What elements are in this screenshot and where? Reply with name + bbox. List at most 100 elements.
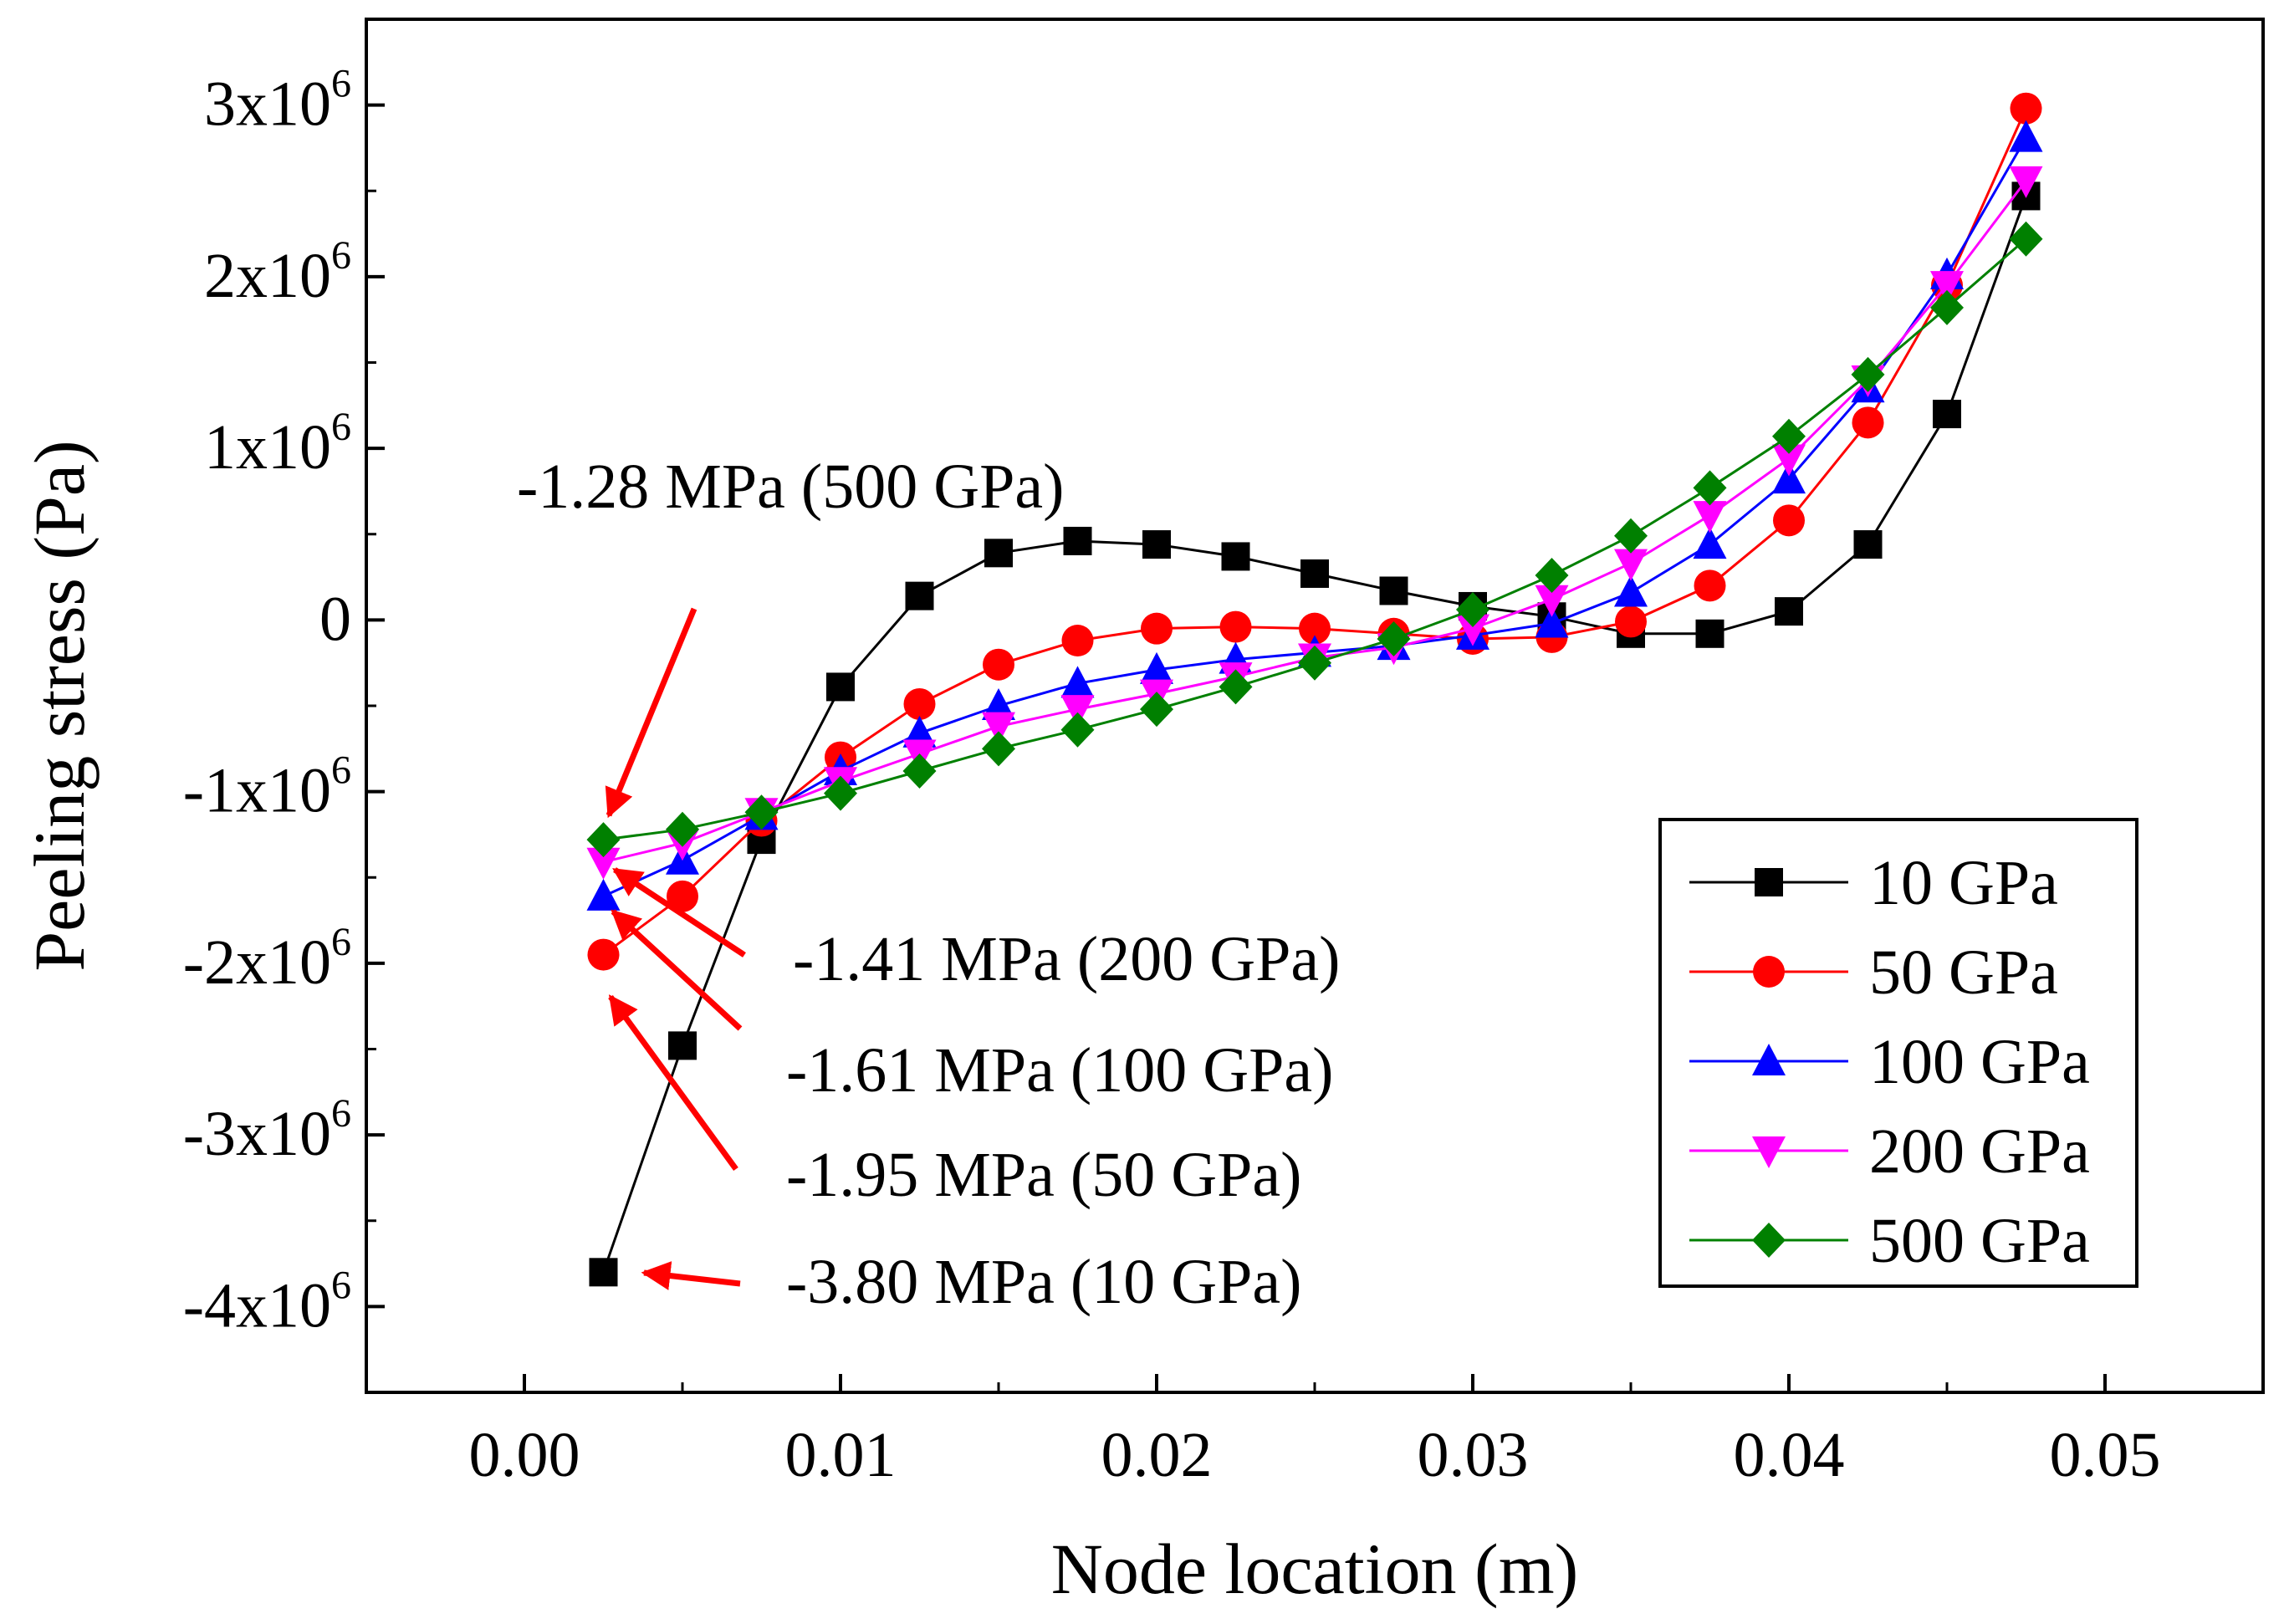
legend-entry: 100 GPa — [1689, 1027, 2090, 1097]
data-point — [982, 712, 1015, 744]
legend: 10 GPa 50 GPa 100 GPa 200 GPa 500 GPa — [1658, 818, 2138, 1288]
data-point — [667, 880, 698, 912]
annotation-10gpa: -3.80 MPa (10 GPa) — [786, 1247, 1301, 1317]
data-point — [1221, 542, 1250, 571]
legend-label: 200 GPa — [1869, 1116, 2090, 1187]
data-point — [2010, 92, 2042, 125]
legend-marker — [1752, 1223, 1786, 1258]
data-point — [1060, 695, 1095, 728]
data-point — [1300, 559, 1329, 588]
data-point — [586, 822, 621, 858]
data-point — [2009, 120, 2043, 152]
data-point — [1379, 576, 1408, 605]
data-point — [824, 775, 857, 811]
data-point — [1694, 569, 1726, 602]
data-point — [905, 581, 934, 610]
annotation-50gpa: -1.95 MPa (50 GPa) — [786, 1140, 1301, 1210]
legend-entry: 50 GPa — [1689, 937, 2058, 1008]
data-point — [902, 753, 937, 789]
data-point — [2009, 166, 2043, 198]
data-point — [903, 687, 936, 720]
annotation-arrow-200gpa — [612, 867, 746, 958]
data-point — [1614, 518, 1648, 554]
y-tick-label: -1x106 — [183, 748, 351, 826]
data-point — [1614, 575, 1648, 607]
data-point — [1535, 605, 1569, 638]
data-point — [1772, 444, 1806, 477]
data-point — [1535, 558, 1569, 594]
legend-label: 100 GPa — [1869, 1027, 2090, 1097]
x-tick-label: 0.02 — [1101, 1420, 1213, 1490]
x-tick-label: 0.03 — [1418, 1420, 1529, 1490]
annotation-200gpa: -1.41 MPa (200 GPa) — [793, 924, 1340, 994]
annotation-arrow-500gpa — [605, 607, 697, 819]
legend-entry: 200 GPa — [1689, 1116, 2090, 1187]
y-tick-label: 0 — [319, 584, 351, 654]
data-point — [586, 847, 621, 880]
legend-marker — [1752, 1136, 1786, 1168]
data-point — [1933, 400, 1961, 429]
y-axis-label: Peeling stress (Pa) — [19, 440, 100, 971]
data-point — [1377, 620, 1411, 656]
series-layer — [586, 92, 2043, 1287]
data-point — [1930, 289, 1964, 325]
x-tick-label: 0.05 — [2050, 1420, 2161, 1490]
data-point — [1693, 527, 1727, 559]
data-point — [826, 672, 855, 702]
data-point — [1456, 614, 1489, 646]
legend-label: 10 GPa — [1869, 848, 2058, 918]
data-point — [1219, 669, 1253, 705]
series-200-gpa — [586, 166, 2043, 880]
data-point — [1614, 549, 1648, 581]
data-point — [1851, 356, 1885, 392]
annotations: -1.28 MPa (500 GPa) -1.41 MPa (200 GPa) … — [517, 452, 1340, 1317]
y-tick-label: -4x106 — [183, 1263, 351, 1341]
data-point — [1773, 504, 1805, 537]
data-point — [1772, 418, 1806, 454]
y-tick-label: 2x106 — [204, 233, 351, 311]
legend-label: 500 GPa — [1869, 1206, 2090, 1276]
data-point — [1693, 501, 1727, 534]
x-tick-label: 0.01 — [785, 1420, 897, 1490]
data-point — [1060, 666, 1095, 698]
data-point — [1140, 651, 1173, 684]
data-point — [1298, 645, 1331, 681]
data-point — [1772, 462, 1806, 494]
legend-label: 50 GPa — [1869, 937, 2058, 1008]
data-point — [1219, 610, 1252, 643]
data-point — [982, 688, 1015, 720]
legend-box — [1658, 818, 2138, 1288]
legend-entry: 500 GPa — [1689, 1206, 2090, 1276]
data-point — [1140, 692, 1173, 728]
x-tick-label: 0.04 — [1734, 1420, 1845, 1490]
data-point — [668, 1031, 697, 1060]
data-point — [587, 938, 620, 971]
y-tick-label: -3x106 — [183, 1091, 351, 1169]
data-point — [744, 794, 779, 830]
y-tick-label: -2x106 — [183, 920, 351, 998]
data-point — [1695, 619, 1724, 648]
y-axis-ticks: 3x106 2x106 1x106 0 -1x106 -2x106 -3x106 -4x106 — [183, 18, 385, 1394]
annotation-arrow-50gpa — [608, 994, 738, 1172]
legend-marker — [1755, 868, 1783, 896]
annotation-arrow-100gpa — [611, 909, 743, 1031]
data-point — [1535, 585, 1569, 617]
x-tick-label: 0.00 — [469, 1420, 580, 1490]
data-point — [1930, 271, 1964, 304]
legend-marker — [1752, 1044, 1786, 1075]
y-tick-label: 3x106 — [204, 62, 351, 140]
data-point — [1775, 597, 1803, 626]
legend-entry: 10 GPa — [1689, 848, 2058, 918]
data-point — [1060, 712, 1095, 748]
data-point — [1615, 605, 1647, 638]
data-point — [1061, 625, 1094, 657]
data-point — [1853, 530, 1883, 559]
data-point — [1142, 530, 1171, 559]
legend-marker — [1753, 956, 1785, 988]
annotation-100gpa: -1.61 MPa (100 GPa) — [786, 1035, 1333, 1106]
annotation-arrow-10gpa — [641, 1261, 741, 1290]
data-point — [902, 715, 937, 748]
data-point — [586, 878, 621, 911]
data-point — [666, 811, 699, 847]
series-500-gpa — [586, 221, 2043, 858]
